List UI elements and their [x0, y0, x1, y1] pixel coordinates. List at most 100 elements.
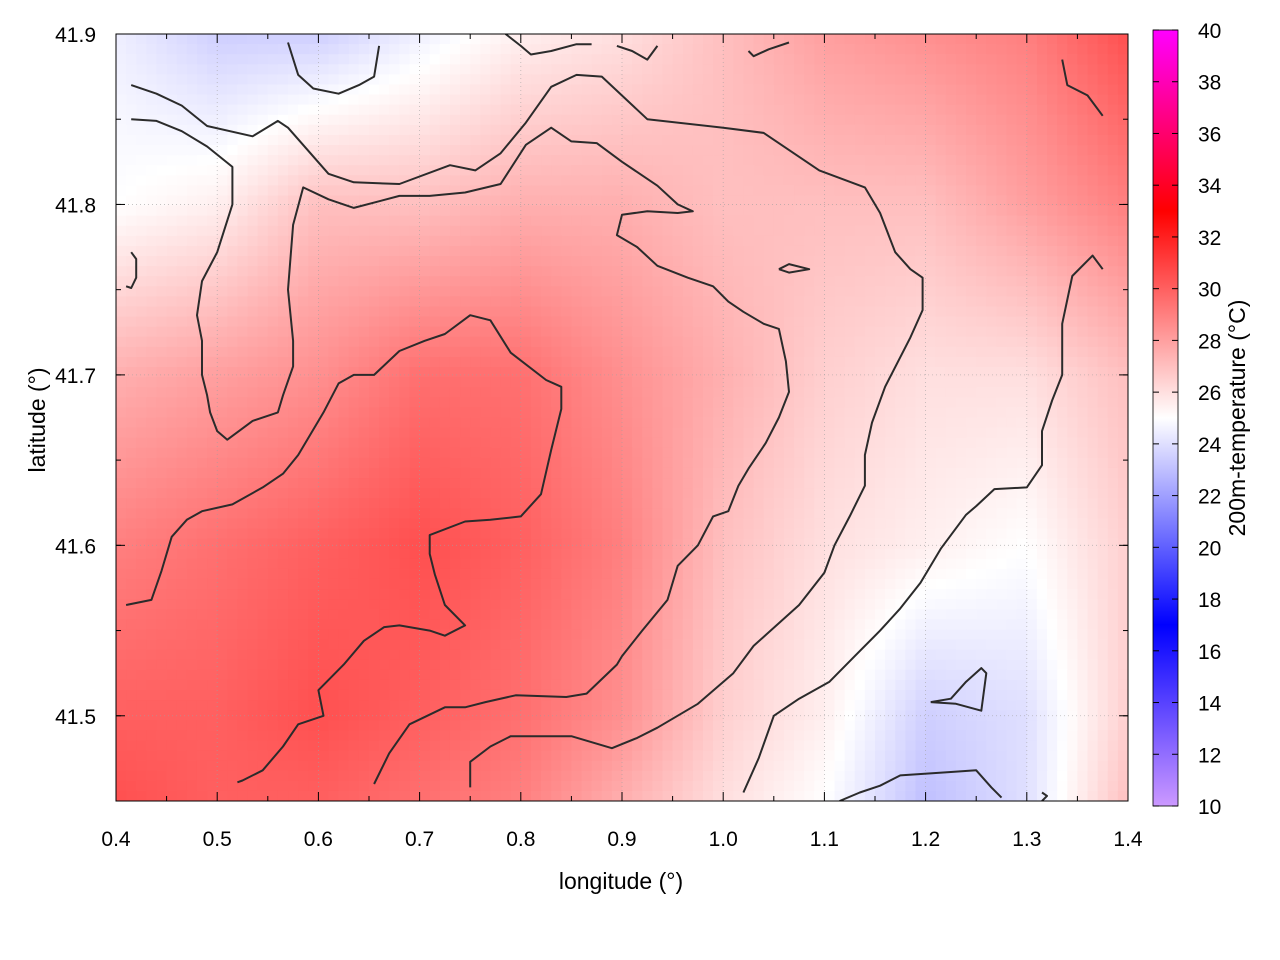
heatmap-cell: [460, 417, 471, 429]
heatmap-cell: [854, 195, 866, 207]
heatmap-cell: [733, 447, 745, 459]
heatmap-cell: [480, 74, 492, 86]
heatmap-cell: [419, 94, 431, 106]
heatmap-cell: [217, 417, 228, 429]
heatmap-cell: [895, 508, 906, 520]
heatmap-cell: [1047, 478, 1058, 489]
heatmap-cell: [601, 488, 613, 499]
heatmap-cell: [277, 155, 289, 166]
heatmap-cell: [733, 387, 745, 398]
heatmap-cell: [126, 225, 137, 237]
heatmap-cell: [541, 235, 552, 247]
heatmap-cell: [814, 104, 825, 116]
heatmap-cell: [267, 508, 279, 520]
heatmap-cell: [864, 195, 876, 207]
heatmap-cell: [1026, 286, 1038, 297]
heatmap-cell: [966, 64, 977, 75]
heatmap-cell: [632, 245, 643, 257]
heatmap-cell: [561, 457, 572, 469]
heatmap-cell: [854, 306, 866, 318]
heatmap-cell: [773, 175, 785, 186]
heatmap-cell: [864, 356, 876, 368]
heatmap-cell: [966, 498, 977, 509]
heatmap-cell: [136, 488, 147, 499]
heatmap-cell: [126, 467, 137, 479]
heatmap-cell: [561, 124, 572, 136]
heatmap-cell: [783, 296, 795, 308]
heatmap-cell: [783, 447, 795, 459]
heatmap-cell: [632, 437, 643, 449]
heatmap-cell: [207, 367, 218, 378]
heatmap-cell: [146, 437, 158, 449]
heatmap-cell: [1016, 34, 1028, 45]
heatmap-cell: [571, 235, 583, 247]
heatmap-cell: [1077, 84, 1089, 96]
heatmap-cell: [389, 508, 400, 520]
heatmap-cell: [328, 134, 340, 146]
heatmap-cell: [379, 447, 390, 459]
heatmap-cell: [369, 508, 380, 520]
heatmap-cell: [723, 235, 734, 247]
heatmap-cell: [166, 84, 178, 96]
heatmap-cell: [348, 185, 360, 197]
heatmap-cell: [622, 155, 633, 166]
heatmap-cell: [1026, 508, 1038, 520]
heatmap-cell: [500, 528, 512, 540]
heatmap-cell: [561, 528, 572, 540]
heatmap-cell: [166, 377, 178, 388]
heatmap-cell: [237, 175, 249, 186]
heatmap-cell: [652, 134, 664, 146]
heatmap-cell: [460, 467, 471, 479]
heatmap-cell: [875, 336, 886, 348]
heatmap-cell: [156, 437, 168, 449]
heatmap-cell: [844, 145, 856, 156]
heatmap-cell: [348, 34, 360, 45]
heatmap-cell: [399, 104, 411, 116]
heatmap-cell: [126, 185, 137, 197]
heatmap-cell: [217, 437, 228, 449]
heatmap-cell: [996, 437, 1008, 449]
heatmap-cell: [318, 235, 330, 247]
heatmap-cell: [429, 316, 441, 328]
heatmap-cell: [723, 346, 734, 358]
heatmap-cell: [854, 346, 866, 358]
heatmap-cell: [682, 316, 694, 328]
heatmap-cell: [207, 397, 218, 409]
heatmap-cell: [743, 528, 755, 540]
heatmap-cell: [804, 94, 815, 106]
heatmap-cell: [986, 215, 998, 227]
heatmap-cell: [976, 306, 987, 318]
heatmap-cell: [500, 165, 512, 176]
heatmap-cell: [642, 165, 653, 176]
heatmap-cell: [500, 488, 512, 499]
heatmap-cell: [257, 407, 269, 419]
heatmap-cell: [905, 215, 917, 227]
heatmap-cell: [794, 84, 805, 96]
heatmap-cell: [196, 437, 208, 449]
heatmap-cell: [379, 326, 390, 338]
heatmap-cell: [1077, 306, 1089, 318]
heatmap-cell: [986, 175, 998, 186]
heatmap-cell: [369, 417, 380, 429]
heatmap-cell: [520, 155, 532, 166]
heatmap-cell: [976, 215, 987, 227]
heatmap-cell: [439, 286, 451, 297]
heatmap-cell: [1097, 316, 1109, 328]
heatmap-cell: [166, 306, 178, 318]
heatmap-cell: [773, 64, 785, 75]
heatmap-cell: [611, 387, 623, 398]
heatmap-cell: [925, 377, 937, 388]
heatmap-cell: [207, 518, 218, 530]
heatmap-cell: [763, 447, 775, 459]
heatmap-cell: [733, 407, 745, 419]
heatmap-cell: [955, 286, 967, 297]
heatmap-cell: [1067, 256, 1078, 267]
heatmap-cell: [996, 346, 1008, 358]
heatmap-cell: [409, 367, 421, 378]
heatmap-cell: [1097, 64, 1109, 75]
heatmap-cell: [369, 235, 380, 247]
heatmap-cell: [348, 427, 360, 439]
heatmap-cell: [672, 427, 684, 439]
heatmap-cell: [541, 205, 552, 217]
heatmap-cell: [652, 145, 664, 156]
